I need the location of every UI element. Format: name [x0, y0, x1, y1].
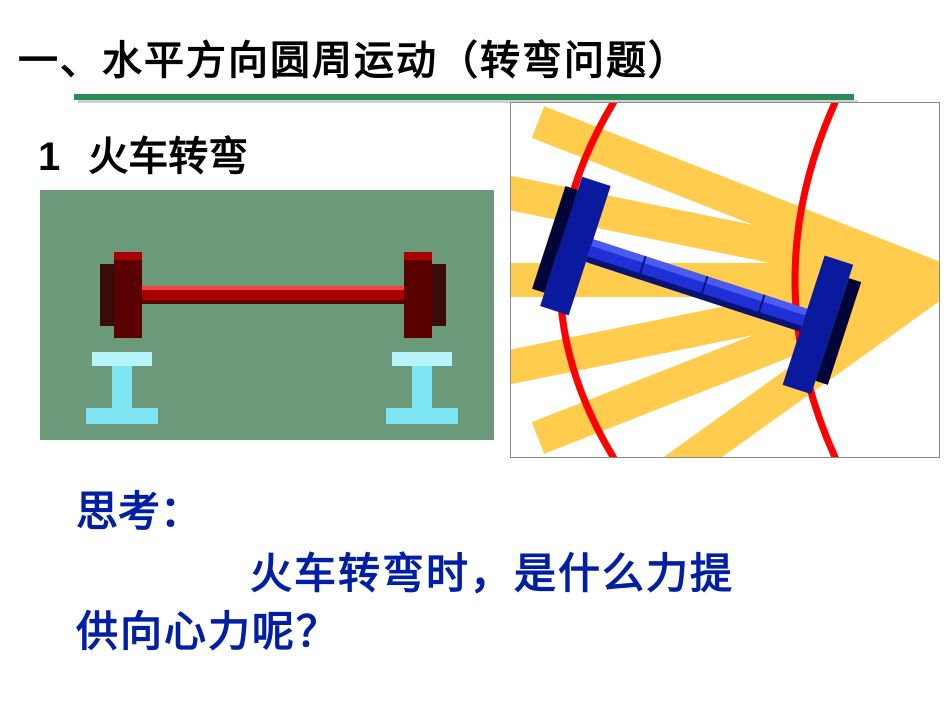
- diagram-wheel-rail-flat: [40, 190, 494, 440]
- question-line-2: 供向心力呢？: [76, 598, 340, 659]
- question-line-1: 火车转弯时，是什么力提: [250, 540, 734, 601]
- title-underline: [74, 94, 854, 102]
- section-number: 1: [38, 135, 60, 179]
- section-label: 火车转弯: [88, 134, 248, 179]
- page-title: 一、水平方向圆周运动（转弯问题）: [18, 28, 950, 86]
- diagram-curved-track-axle: [510, 102, 940, 458]
- think-label: 思考：: [76, 478, 202, 539]
